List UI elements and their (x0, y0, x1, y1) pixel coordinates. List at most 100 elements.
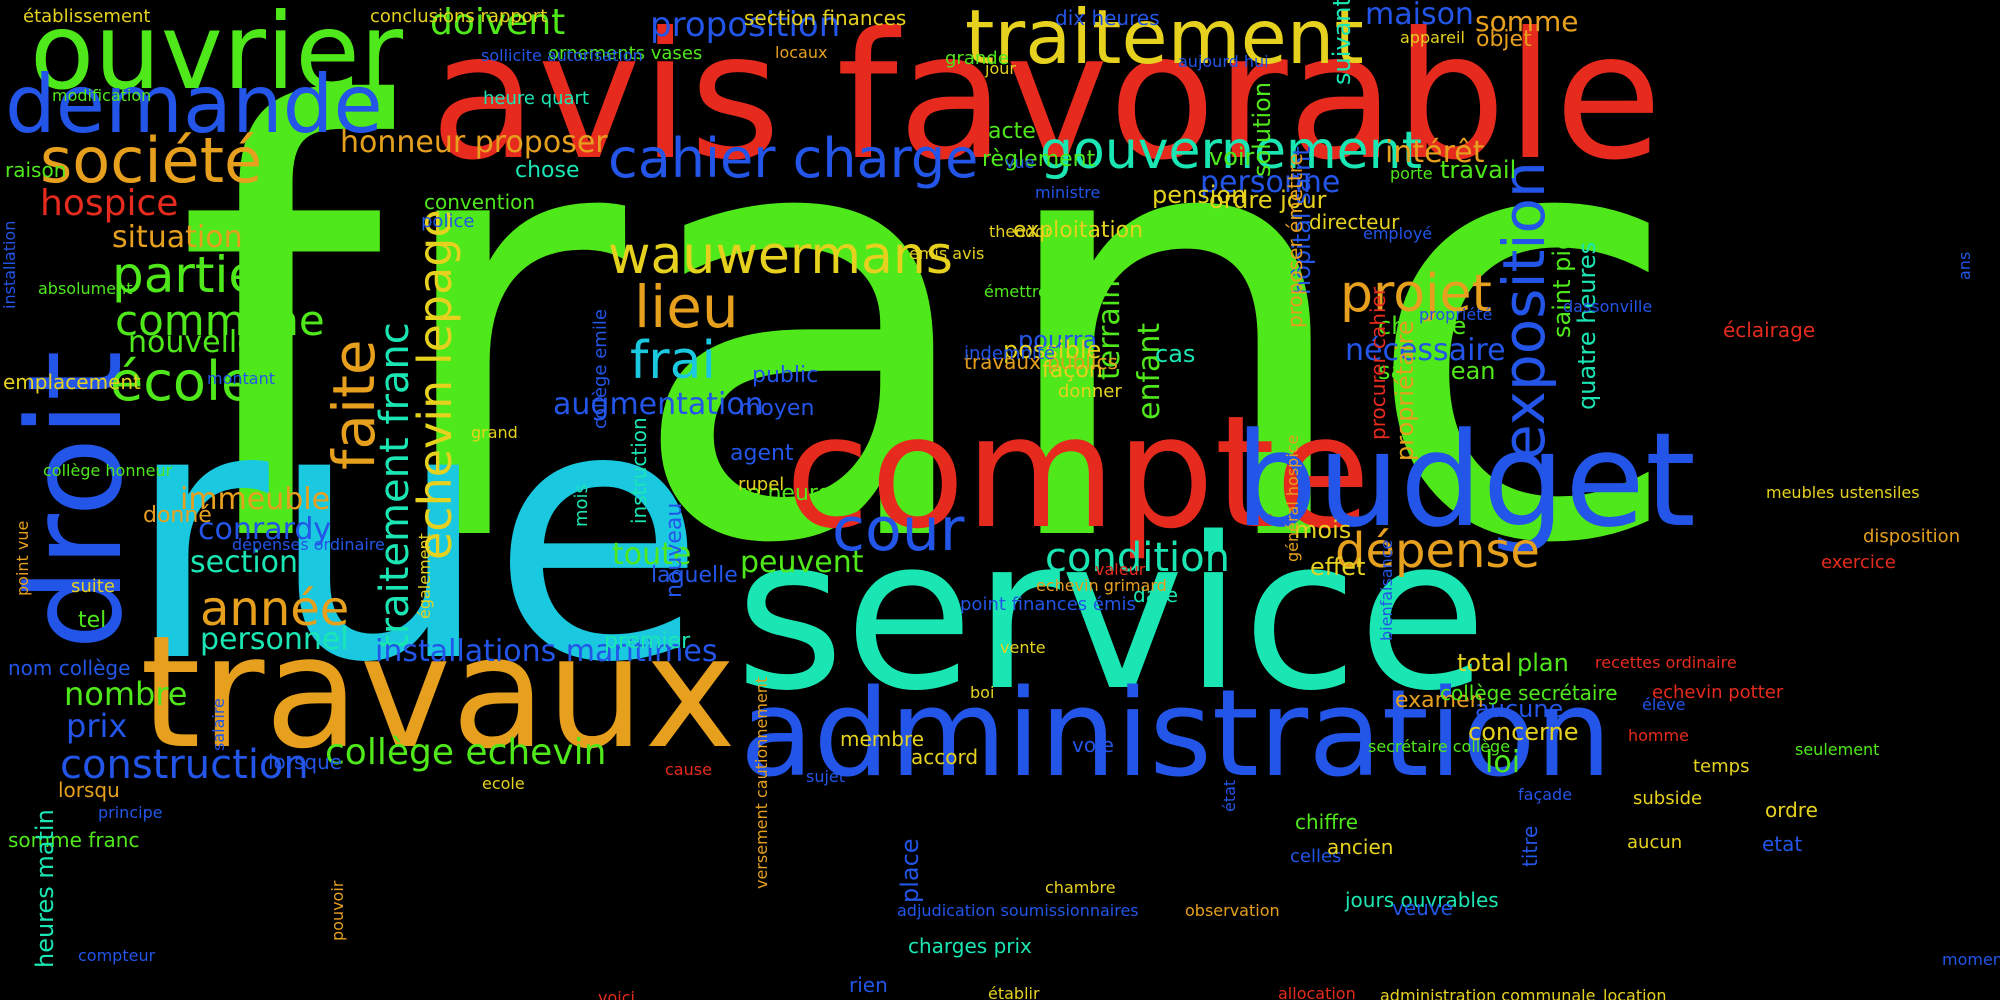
word-partie: partie (112, 246, 260, 304)
word-nom-collège: nom collège (8, 656, 131, 680)
word-cahier-charge: cahier charge (608, 127, 979, 190)
word-bienfaisance: bienfaisance (1377, 539, 1396, 641)
word-homme: homme (1628, 726, 1689, 745)
word-exercice: exercice (1821, 552, 1896, 573)
word-chose: chose (515, 158, 580, 183)
word-recettes-ordinaire: recettes ordinaire (1595, 653, 1737, 672)
word-valeur: valeur (1095, 560, 1146, 579)
word-plan: plan (1517, 649, 1569, 677)
word-ordre-jour: ordre jour (1209, 186, 1327, 214)
word-allocation: allocation (1278, 984, 1356, 1000)
word-pension: pension (1152, 181, 1247, 209)
word-augmentation: augmentation (553, 387, 764, 422)
word-wauwermans: wauwermans (608, 226, 953, 286)
word-aucune: aucune (1475, 695, 1564, 723)
word-modification: modification (52, 86, 152, 105)
word-appareil: appareil (1400, 28, 1465, 47)
word-concerne: concerne (1468, 718, 1579, 746)
word-collège-secrétaire: collège secrétaire (1440, 681, 1618, 705)
word-doivent: doivent (430, 2, 566, 43)
word-lieu: lieu (634, 273, 739, 341)
word-budget: budget (1235, 404, 1696, 556)
word-collège-echevin: collège echevin (325, 732, 607, 773)
word-proposer-émettre: proposer émettre (1283, 153, 1307, 328)
word-ornements-vases: ornements vases (548, 43, 703, 64)
word-jours-ouvrables: jours ouvrables (1345, 888, 1499, 912)
word-titre: titre (1518, 825, 1542, 867)
word-général-hospice: général hospice (1283, 434, 1302, 562)
word-mois: mois (571, 484, 592, 527)
word-etat: etat (1762, 832, 1803, 856)
word-charges-prix: charges prix (908, 934, 1032, 958)
word-boi: boi (970, 683, 995, 702)
word-montant: montant (207, 369, 276, 388)
word-mois: mois (1294, 516, 1352, 544)
word-rien: rien (849, 973, 888, 997)
word-nécessaire: nécessaire (1345, 333, 1506, 368)
word-directeur: directeur (1309, 210, 1400, 234)
word-état: état (1220, 779, 1239, 812)
word-somme-franc: somme franc (8, 828, 140, 852)
word-public: public (752, 363, 819, 388)
word-cas: cas (1155, 340, 1196, 368)
word-instruction: instruction (627, 417, 651, 524)
word-loi: loi (1485, 745, 1521, 780)
word-ministre: ministre (1035, 183, 1101, 202)
word-pourra: pourra (1018, 326, 1098, 354)
word-année: année (200, 581, 350, 637)
word-membre: membre (840, 727, 925, 751)
word-école: école (110, 350, 255, 413)
word-élève: élève (1642, 695, 1686, 714)
word-compte: compte (785, 382, 1371, 563)
word-point-finances-émis: point finances émis (960, 594, 1136, 615)
word-travail: travail (1440, 156, 1517, 184)
word-sollicite-autorisation: sollicite autorisation (481, 46, 643, 65)
word-personnel: personnel (200, 622, 349, 657)
word-administration: administration (740, 665, 1612, 804)
word-salaire: salaire (209, 698, 228, 751)
word-chiffre: chiffre (1295, 810, 1359, 834)
word-nombre: nombre (64, 675, 188, 713)
word-ouvrier: ouvrier (30, 0, 404, 113)
word-nouveau: nouveau (662, 502, 687, 598)
word-honneur-proposer: honneur proposer (340, 125, 608, 160)
word-convention: convention (424, 190, 536, 214)
word-pouvoir: pouvoir (328, 880, 347, 941)
word-quatre-heures: quatre heures (1573, 241, 1601, 410)
word-proposition: proposition (650, 5, 841, 45)
word-principe: principe (98, 803, 163, 822)
word-établissement: établissement (23, 6, 151, 27)
word-ans: ans (1955, 251, 1974, 280)
word-emplacement: emplacement (3, 370, 141, 394)
word-ordre: ordre (1765, 798, 1818, 822)
word-veuve: veuve (1392, 896, 1453, 920)
word-effet: effet (1310, 553, 1366, 581)
word-projet: projet (1340, 264, 1492, 324)
word-chaque: chaque (1378, 312, 1467, 340)
word-dix-heures: dix heures (1055, 6, 1160, 30)
word-immeuble: immeuble (180, 482, 331, 517)
word-exploitation: exploitation (1013, 218, 1144, 243)
word-tel: tel (78, 608, 107, 633)
word-règlement: règlement (982, 147, 1096, 172)
word-vue: vue (1005, 153, 1035, 172)
word-porte: porte (1390, 164, 1433, 183)
word-solution: solution (1248, 81, 1276, 177)
word-laquelle: laquelle (651, 563, 738, 588)
word-aujourd-hui: aujourd hui (1178, 52, 1269, 71)
word-raison: raison (5, 158, 67, 182)
word-cause: cause (665, 760, 712, 779)
word-maison: maison (1365, 0, 1474, 32)
word-agent: agent (730, 441, 794, 466)
word-location: location (1603, 986, 1667, 1000)
word-place: place (896, 838, 924, 903)
word-theodor: theodor (989, 222, 1052, 241)
word-dépense: dépense (1335, 523, 1540, 579)
word-lorsqu: lorsqu (58, 778, 120, 802)
word-construction: construction (60, 742, 309, 788)
word-temps: temps (1693, 756, 1750, 777)
word-seulement: seulement (1795, 740, 1880, 759)
word-point-vue: point vue (13, 520, 32, 596)
word-subside: subside (1633, 788, 1703, 809)
